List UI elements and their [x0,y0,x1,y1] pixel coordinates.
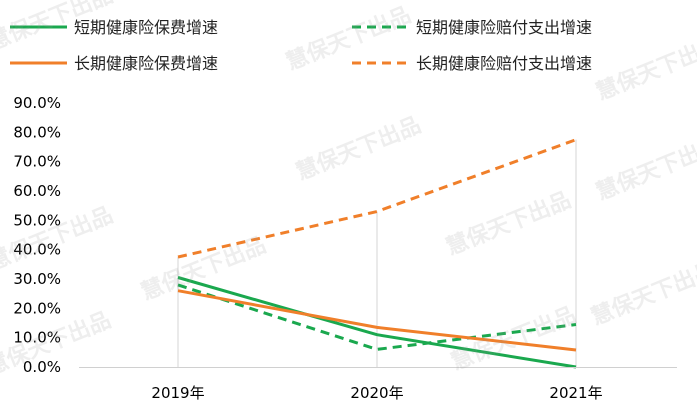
x-axis: 2019年 2020年 2021年 [79,367,677,402]
y-axis: 0.0% 10.0% 20.0% 30.0% 40.0% 50.0% 60.0% 70.0% 8… [13,94,61,376]
y-tick-label: 80.0% [13,123,61,141]
y-tick-label: 10.0% [13,329,61,347]
y-tick-label: 70.0% [13,153,61,171]
y-tick-label: 40.0% [13,241,61,259]
series-line-4 [177,138,577,259]
legend-label-1: 短期健康险保费增速 [74,18,218,37]
series-line-1 [177,276,577,369]
plot-area [177,138,577,369]
x-tick-label: 2020年 [350,384,403,402]
y-tick-label: 20.0% [13,299,61,317]
legend-label-3: 长期健康险保费增速 [74,54,218,73]
y-tick-label: 50.0% [13,211,61,229]
y-tick-label: 0.0% [23,358,61,376]
y-tick-label: 30.0% [13,270,61,288]
y-tick-label: 90.0% [13,94,61,112]
x-tick-label: 2021年 [549,384,602,402]
series-line-3 [177,289,577,352]
y-tick-label: 60.0% [13,182,61,200]
legend-label-2: 短期健康险赔付支出增速 [416,18,592,37]
legend-label-4: 长期健康险赔付支出增速 [416,54,592,73]
x-tick-label: 2019年 [151,384,204,402]
